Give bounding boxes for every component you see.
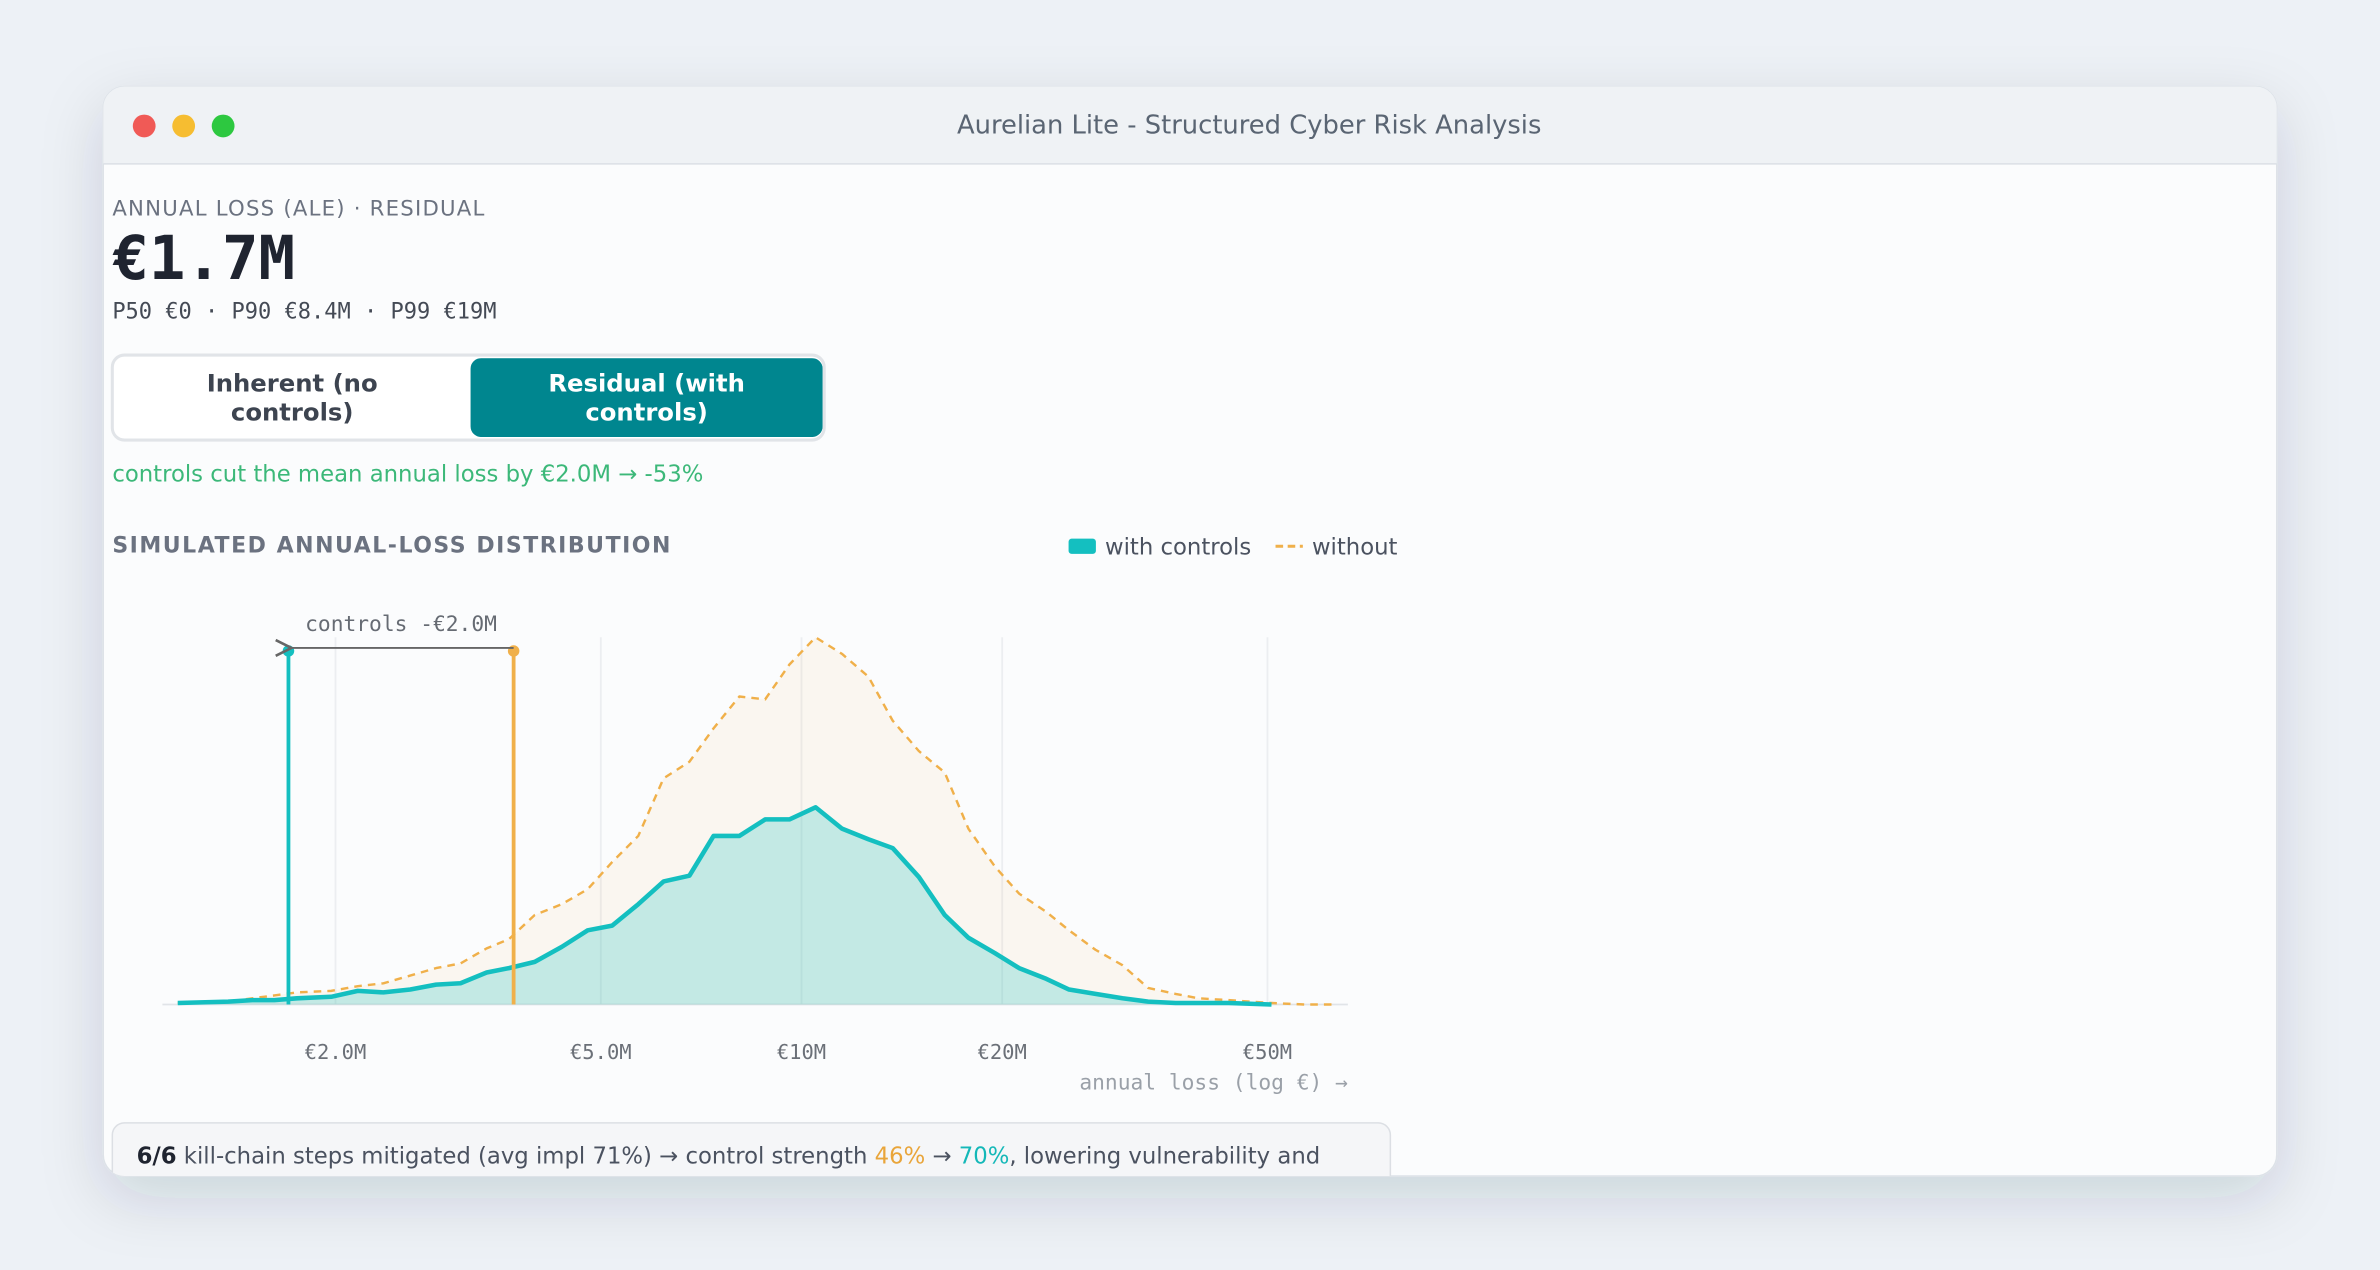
annotation: controls -€2.0M xyxy=(305,612,497,637)
footer-card xyxy=(111,1122,1392,1176)
x-tick-label: €2.0M xyxy=(305,1040,367,1064)
footer-text: 6/6 kill-chain steps mitigated (avg impl… xyxy=(137,1143,1321,1169)
window-title: Aurelian Lite - Structured Cyber Risk An… xyxy=(957,110,1541,140)
footer-part: kill-chain steps mitigated (avg impl 71%… xyxy=(177,1143,875,1169)
x-tick-label: €5.0M xyxy=(570,1040,632,1064)
x-tick-label: €10M xyxy=(777,1040,826,1064)
toggle-slot: Residual (with controls) xyxy=(470,358,823,438)
close-button[interactable] xyxy=(132,114,156,138)
line xyxy=(177,636,1335,1006)
mean-dot xyxy=(282,645,295,657)
toggle-option[interactable]: Residual (with controls) xyxy=(470,358,823,438)
maximize-button[interactable] xyxy=(211,114,235,138)
x-axis-label: annual loss (log €) → xyxy=(1079,1070,1348,1095)
legend-label: with controls xyxy=(1105,534,1251,560)
footer-part: → xyxy=(925,1143,959,1169)
chart-title: SIMULATED ANNUAL-LOSS DISTRIBUTION xyxy=(112,533,672,558)
steps-count: 6/6 xyxy=(137,1143,177,1169)
strength-after: 70% xyxy=(959,1143,1010,1169)
window-content: Aurelian Lite - Structured Cyber Risk An… xyxy=(103,86,2277,1176)
mean-dot xyxy=(507,645,520,657)
footer-part: , lowering vulnerability and xyxy=(1009,1143,1320,1169)
metric-value: €1.7M xyxy=(112,224,295,294)
x-tick-label: €50M xyxy=(1243,1040,1292,1064)
strength-before: 46% xyxy=(875,1143,926,1169)
toggle-option[interactable]: Inherent (no controls) xyxy=(115,358,470,438)
toggle-slot: Inherent (no controls) xyxy=(115,358,470,438)
plot: €2.0M €5.0M €10M €20M €50M controls -€2.0M wit… xyxy=(162,534,1398,1064)
area xyxy=(177,637,1335,1005)
metric-label: ANNUAL LOSS (ALE) · RESIDUAL xyxy=(112,196,485,221)
minimize-button[interactable] xyxy=(172,114,196,138)
legend-label: without xyxy=(1312,534,1398,560)
savings-note: controls cut the mean annual loss by €2.… xyxy=(112,461,703,487)
percentiles: P50 €0 · P90 €8.4M · P99 €19M xyxy=(112,300,496,325)
legend-swatch xyxy=(1068,538,1096,554)
x-tick-label: €20M xyxy=(978,1040,1027,1064)
line xyxy=(177,804,1272,1007)
title-bar xyxy=(103,86,2277,164)
